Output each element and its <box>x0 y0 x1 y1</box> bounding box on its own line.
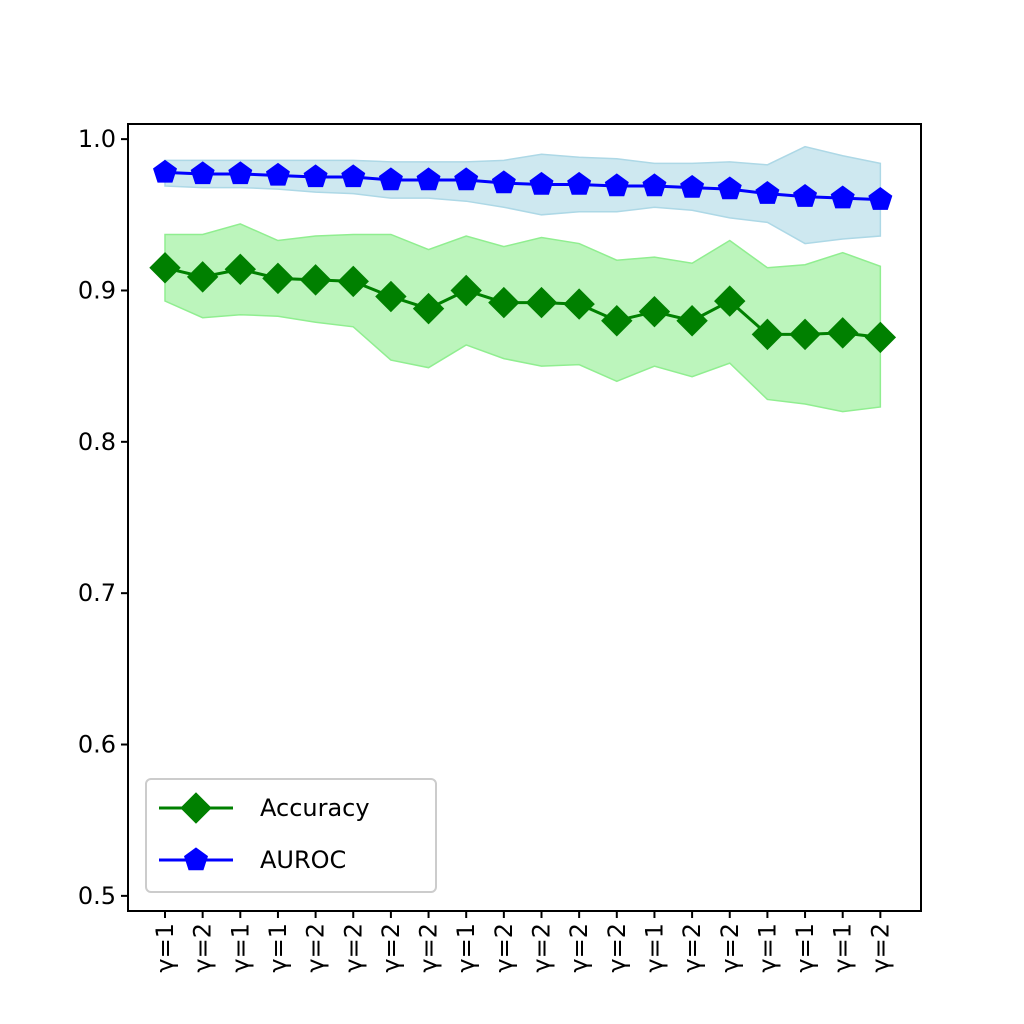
y-tick-label: 0.5 <box>78 882 116 910</box>
x-tick-label: γ=1 <box>791 923 819 973</box>
x-tick-label: γ=1 <box>226 923 254 973</box>
accuracy-point <box>337 265 369 298</box>
auroc-point <box>378 167 403 191</box>
legend-accuracy-label: Accuracy <box>260 794 370 822</box>
accuracy-point <box>375 280 407 313</box>
auroc-point <box>529 171 554 195</box>
x-tick-label: γ=2 <box>716 923 744 973</box>
x-tick-label: γ=2 <box>528 923 556 973</box>
accuracy-point <box>224 253 257 285</box>
accuracy-point <box>186 261 219 293</box>
legend-accuracy-marker <box>180 792 212 824</box>
accuracy-point <box>826 317 859 349</box>
x-tick-label: γ=2 <box>678 923 706 973</box>
legend: Accuracy AUROC <box>145 778 437 893</box>
x-tick-label: γ=2 <box>189 923 217 973</box>
y-axis: 0.5 0.6 0.7 0.8 0.9 1.0 <box>78 125 128 910</box>
auroc-point <box>341 164 366 188</box>
auroc-point <box>868 187 893 210</box>
auroc-point <box>265 162 290 186</box>
auroc-point <box>454 167 479 191</box>
x-tick-label: γ=2 <box>377 923 405 973</box>
x-tick-label: γ=1 <box>264 923 292 973</box>
accuracy-point <box>488 286 520 319</box>
accuracy-point <box>412 292 445 325</box>
auroc-point <box>303 164 328 188</box>
x-tick-label: γ=1 <box>753 923 781 973</box>
y-tick-label: 0.8 <box>78 428 116 456</box>
accuracy-band <box>164 223 882 413</box>
y-tick-label: 1.0 <box>78 125 116 153</box>
series-markers <box>149 159 897 354</box>
x-tick-label: γ=2 <box>415 923 443 973</box>
x-axis: γ=1 γ=2 γ=1 γ=1 γ=2 γ=2 γ=2 γ=2 γ=1 γ=2 γ=2 γ=2 γ=2 γ… <box>151 911 894 973</box>
x-tick-label: γ=2 <box>565 923 593 973</box>
accuracy-point <box>789 318 821 351</box>
x-tick-label: γ=2 <box>490 923 518 973</box>
y-tick-label: 0.6 <box>78 731 116 759</box>
legend-auroc-marker <box>184 847 208 871</box>
auroc-point <box>153 159 177 183</box>
accuracy-point <box>262 262 294 295</box>
accuracy-point <box>149 252 181 284</box>
accuracy-point <box>450 274 482 307</box>
auroc-point <box>228 161 253 185</box>
confidence-bands <box>164 145 882 413</box>
accuracy-point <box>864 321 897 354</box>
auroc-point <box>755 181 780 204</box>
accuracy-point <box>714 285 746 317</box>
auroc-point <box>680 174 705 198</box>
x-tick-label: γ=2 <box>603 923 631 973</box>
auroc-point <box>416 167 441 191</box>
x-tick-label: γ=1 <box>640 923 668 973</box>
legend-auroc-label: AUROC <box>260 846 346 874</box>
x-tick-label: γ=1 <box>452 923 480 973</box>
auroc-point <box>717 176 742 200</box>
accuracy-point <box>563 288 595 320</box>
accuracy-point <box>299 264 332 296</box>
auroc-point <box>642 173 667 197</box>
accuracy-point <box>525 286 558 319</box>
x-tick-label: γ=2 <box>339 923 367 973</box>
accuracy-point <box>601 305 633 337</box>
y-tick-label: 0.9 <box>78 276 116 304</box>
accuracy-point <box>751 318 784 351</box>
auroc-band <box>164 145 882 245</box>
x-tick-label: γ=1 <box>151 923 179 973</box>
x-tick-label: γ=2 <box>866 923 894 973</box>
x-tick-label: γ=1 <box>829 923 857 973</box>
auroc-point <box>491 170 516 194</box>
accuracy-point <box>676 305 708 337</box>
auroc-point <box>830 185 855 209</box>
x-tick-label: γ=2 <box>302 923 330 973</box>
auroc-point <box>604 173 629 197</box>
auroc-point <box>190 161 215 185</box>
y-tick-label: 0.7 <box>78 579 116 607</box>
auroc-point <box>567 171 592 195</box>
auroc-point <box>793 184 818 207</box>
plot-frame <box>127 123 922 912</box>
accuracy-point <box>638 295 671 328</box>
